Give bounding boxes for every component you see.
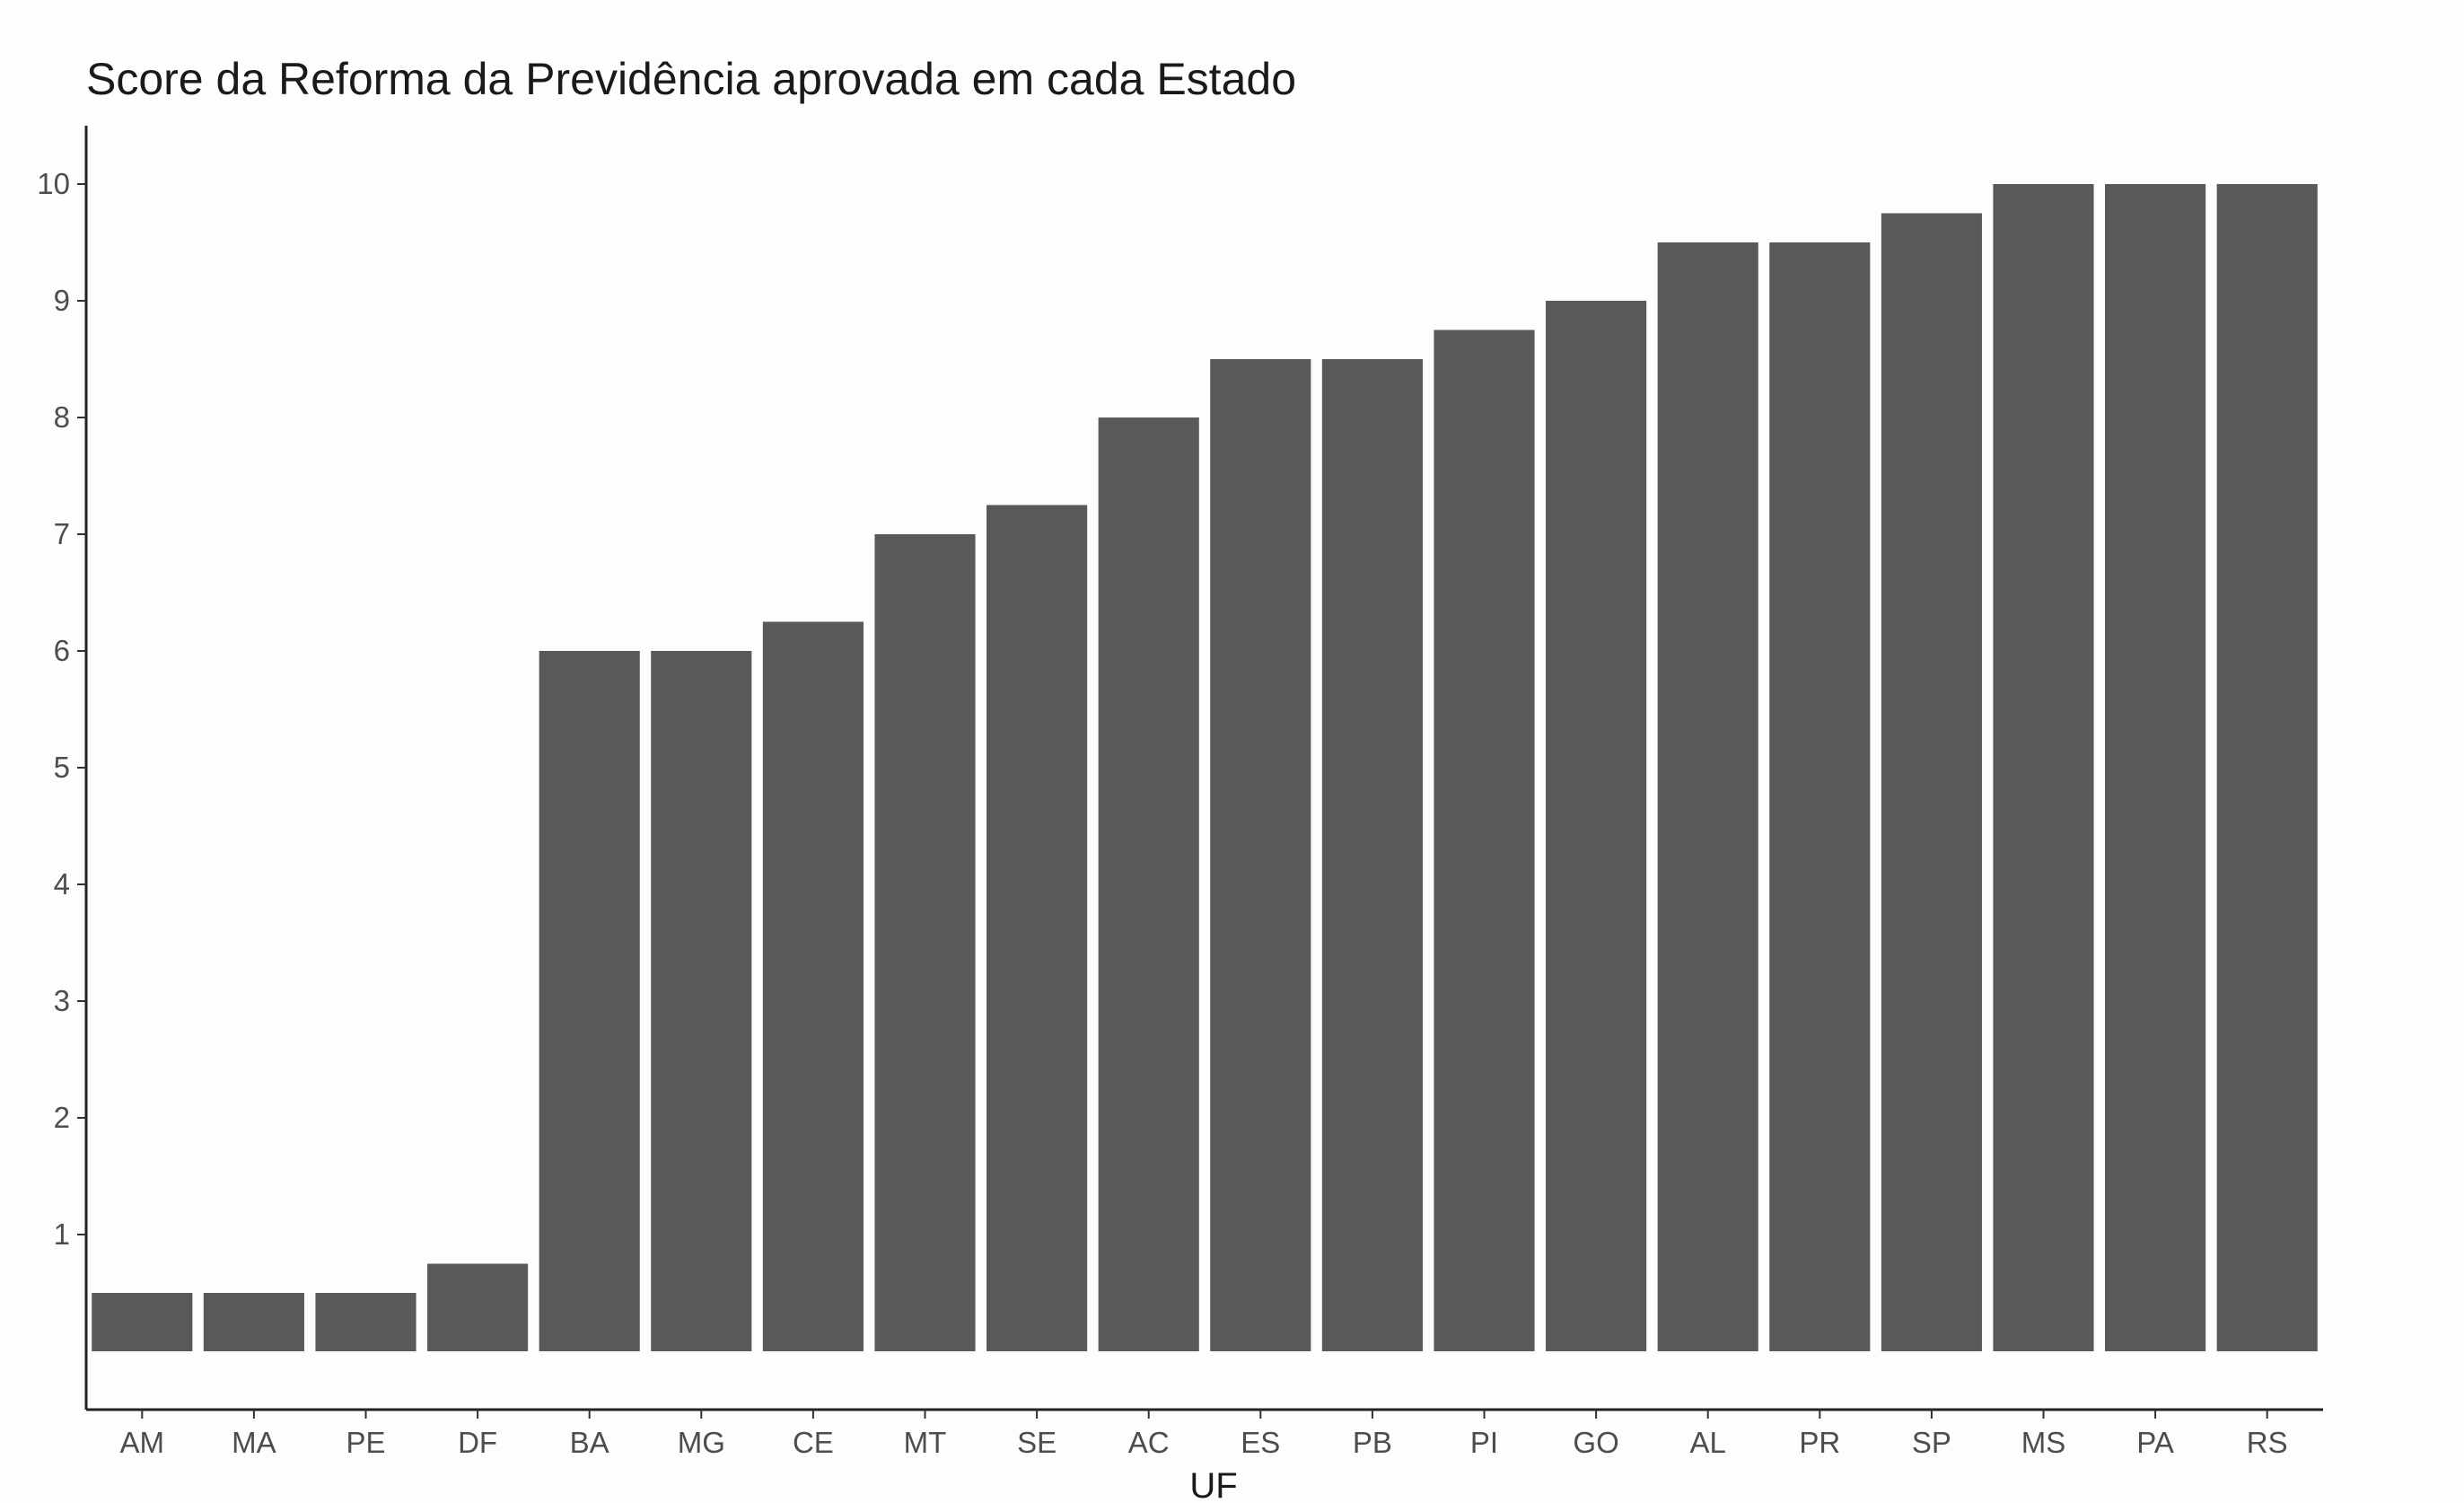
bar-am: [92, 1293, 193, 1351]
x-tick-label: GO: [1573, 1426, 1618, 1459]
bar-ma: [203, 1293, 304, 1351]
bar-rs: [2216, 184, 2318, 1351]
bar-df: [427, 1263, 529, 1351]
bar-mg: [651, 651, 752, 1351]
x-tick-label: AM: [120, 1426, 165, 1459]
y-tick-label: 1: [54, 1217, 70, 1251]
bar-pa: [2105, 184, 2206, 1351]
bar-pe: [315, 1293, 417, 1351]
chart-title: Score da Reforma da Previdência aprovada…: [86, 54, 1296, 104]
bar-ms: [1993, 184, 2094, 1351]
x-tick-label: SP: [1912, 1426, 1951, 1459]
bar-mt: [874, 534, 976, 1351]
y-tick-label: 3: [54, 984, 70, 1017]
bar-pr: [1769, 242, 1871, 1351]
bar-sp: [1881, 213, 1982, 1351]
x-ticks-group: AM MA PE DF BA MG CE MT SE AC ES PB PI GO AL PR SP MS PA RS: [120, 1410, 2288, 1459]
x-tick-label: MA: [232, 1426, 276, 1459]
y-tick-label: 2: [54, 1101, 70, 1134]
x-tick-label: MS: [2021, 1426, 2066, 1459]
x-tick-label: PB: [1353, 1426, 1392, 1459]
x-tick-label: BA: [570, 1426, 609, 1459]
x-tick-label: MT: [904, 1426, 947, 1459]
y-tick-label: 5: [54, 751, 70, 784]
bar-se: [986, 505, 1088, 1351]
y-tick-label: 9: [54, 284, 70, 317]
y-tick-label: 6: [54, 634, 70, 667]
x-tick-label: MG: [678, 1426, 725, 1459]
x-tick-label: SE: [1017, 1426, 1057, 1459]
x-tick-label: AC: [1128, 1426, 1170, 1459]
x-tick-label: PI: [1470, 1426, 1498, 1459]
axes-group: [84, 126, 2323, 1411]
y-tick-label: 4: [54, 867, 70, 901]
x-tick-label: PA: [2136, 1426, 2174, 1459]
bar-ac: [1098, 418, 1199, 1351]
x-tick-label: CE: [793, 1426, 834, 1459]
x-tick-label: RS: [2247, 1426, 2288, 1459]
y-tick-label: 7: [54, 517, 70, 550]
y-ticks-group: 1 2 3 4 5 6 7 8 9 10: [37, 167, 86, 1251]
bar-ba: [539, 651, 640, 1351]
x-tick-label: AL: [1690, 1426, 1726, 1459]
x-tick-label: ES: [1241, 1426, 1280, 1459]
x-tick-label: PR: [1799, 1426, 1840, 1459]
y-tick-label: 10: [37, 167, 70, 200]
y-tick-label: 8: [54, 400, 70, 434]
bar-pb: [1321, 359, 1423, 1351]
bar-pi: [1434, 330, 1535, 1351]
x-axis-title: UF: [1189, 1466, 1237, 1503]
bar-es: [1210, 359, 1311, 1351]
x-tick-label: DF: [458, 1426, 497, 1459]
bars-group: [92, 184, 2318, 1351]
bar-go: [1546, 301, 1647, 1351]
bar-al: [1657, 242, 1758, 1351]
x-tick-label: PE: [346, 1426, 385, 1459]
bar-ce: [762, 621, 864, 1351]
